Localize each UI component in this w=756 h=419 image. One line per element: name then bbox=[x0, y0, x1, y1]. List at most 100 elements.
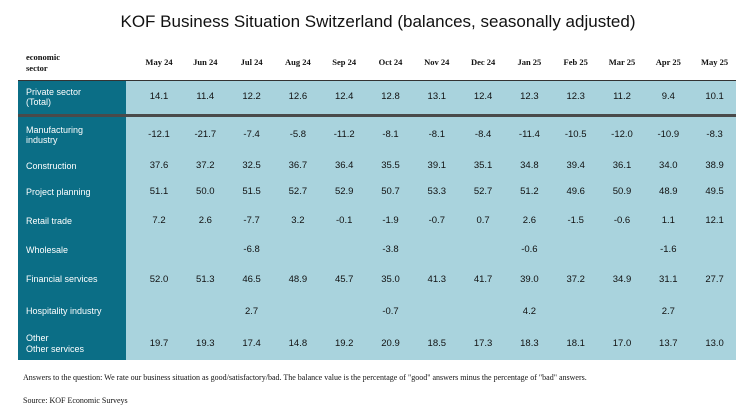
total-row-divider bbox=[18, 80, 736, 117]
table-cell: -1.9 bbox=[382, 215, 399, 226]
table-cell: 3.2 bbox=[291, 215, 305, 226]
row-label: Manufacturing industry bbox=[26, 124, 84, 146]
table-cell: 17.0 bbox=[612, 337, 632, 349]
table-cell: -11.2 bbox=[333, 129, 355, 140]
table-cell: 2.6 bbox=[198, 215, 212, 226]
table-cell: 53.3 bbox=[427, 186, 447, 197]
table-cell: 35.0 bbox=[381, 273, 400, 285]
table-cell: 17.4 bbox=[242, 337, 261, 349]
table-cell: 9.4 bbox=[661, 91, 675, 102]
table-cell: 12.4 bbox=[473, 91, 493, 102]
table-cell: 4.2 bbox=[522, 305, 536, 317]
table-cell: 52.7 bbox=[288, 186, 308, 197]
table-cell: 19.7 bbox=[149, 337, 169, 349]
table-cell: 12.6 bbox=[288, 91, 308, 102]
table-cell: 35.5 bbox=[381, 160, 400, 171]
table-cell: 41.3 bbox=[427, 273, 447, 285]
table-cell: 18.5 bbox=[427, 337, 447, 349]
table-cell: 10.1 bbox=[705, 91, 724, 102]
row-header-text: economic sector bbox=[26, 52, 60, 73]
month-header: Jun 24 bbox=[193, 57, 218, 67]
table-cell: 39.0 bbox=[520, 273, 539, 285]
table-cell: 52.0 bbox=[149, 273, 169, 285]
table-cell: 19.3 bbox=[196, 337, 215, 349]
month-header: Dec 24 bbox=[470, 57, 496, 67]
table-cell: 34.9 bbox=[612, 273, 632, 285]
table-cell: -12.0 bbox=[611, 129, 633, 140]
row-label: Project planning bbox=[26, 186, 91, 197]
table-cell: 27.7 bbox=[705, 273, 724, 285]
table-cell: -1.6 bbox=[660, 244, 677, 255]
table-cell: -6.8 bbox=[243, 244, 260, 255]
values-background bbox=[126, 42, 736, 360]
table-cell: 12.8 bbox=[381, 91, 400, 102]
table-cell: 41.7 bbox=[473, 273, 493, 285]
page-title: KOF Business Situation Switzerland (bala… bbox=[120, 12, 636, 31]
table-cell: 49.6 bbox=[566, 186, 585, 197]
table-cell: 51.1 bbox=[149, 186, 169, 197]
table-cell: -7.4 bbox=[243, 129, 260, 140]
table-cell: 49.5 bbox=[705, 186, 724, 197]
table-cell: 39.4 bbox=[566, 160, 585, 171]
table-cell: -7.7 bbox=[243, 215, 260, 226]
table-cell: 36.1 bbox=[612, 160, 632, 171]
table-cell: 18.3 bbox=[520, 337, 539, 349]
table-cell: -0.6 bbox=[613, 215, 631, 226]
table-cell: -0.7 bbox=[428, 215, 445, 226]
month-header: Apr 25 bbox=[655, 57, 681, 67]
table-cell: 50.9 bbox=[612, 186, 632, 197]
table-cell: 48.9 bbox=[659, 186, 678, 197]
table-cell: 51.2 bbox=[520, 186, 539, 197]
table-cell: 17.3 bbox=[473, 337, 493, 349]
table-cell: -8.1 bbox=[428, 129, 445, 140]
table-cell: -11.4 bbox=[518, 129, 540, 140]
month-header: Sep 24 bbox=[332, 57, 357, 67]
table-cell: 51.3 bbox=[196, 273, 215, 285]
table-cell: 37.2 bbox=[196, 160, 215, 171]
table-cell: 45.7 bbox=[334, 273, 354, 285]
table-cell: 36.4 bbox=[334, 160, 354, 171]
table-cell: -8.4 bbox=[474, 129, 492, 140]
month-header: Nov 24 bbox=[424, 57, 450, 67]
table-cell: 32.5 bbox=[242, 160, 261, 171]
table-cell: -8.3 bbox=[706, 129, 723, 140]
month-header: May 25 bbox=[701, 57, 729, 67]
table-cell: 18.1 bbox=[566, 337, 585, 349]
table-cell: 50.7 bbox=[381, 186, 400, 197]
row-label: Retail trade bbox=[26, 215, 73, 226]
table-cell: -12.1 bbox=[148, 129, 170, 140]
table-cell: 12.3 bbox=[520, 91, 539, 102]
table-cell: 2.7 bbox=[661, 305, 675, 317]
table-cell: 48.9 bbox=[288, 273, 308, 285]
row-header-label: economic sector bbox=[26, 52, 60, 74]
table-cell: 52.9 bbox=[334, 186, 354, 197]
table-cell: -21.7 bbox=[194, 129, 217, 140]
month-header: May 24 bbox=[145, 57, 173, 67]
table-cell: 2.6 bbox=[522, 215, 536, 226]
table-cell: 50.0 bbox=[196, 186, 215, 197]
table-cell: -0.7 bbox=[382, 305, 399, 317]
table-cell: -1.5 bbox=[567, 215, 584, 226]
table-cell: 37.6 bbox=[149, 160, 169, 171]
table-cell: 20.9 bbox=[381, 337, 400, 349]
table-cell: 51.5 bbox=[242, 186, 261, 197]
month-header: Feb 25 bbox=[563, 57, 588, 67]
month-header: Aug 24 bbox=[285, 57, 311, 67]
table-cell: -8.1 bbox=[382, 129, 399, 140]
table-cell: 37.2 bbox=[566, 273, 585, 285]
table-cell: 34.8 bbox=[520, 160, 539, 171]
table-cell: 35.1 bbox=[473, 160, 493, 171]
row-label: Wholesale bbox=[26, 244, 69, 255]
month-header: Mar 25 bbox=[608, 57, 636, 67]
table-cell: 12.4 bbox=[334, 91, 354, 102]
table-cell: 13.7 bbox=[659, 337, 678, 349]
table-cell: 19.2 bbox=[334, 337, 354, 349]
table-cell: -10.5 bbox=[564, 129, 587, 140]
sector-column-background bbox=[18, 42, 126, 360]
table-cell: 1.1 bbox=[661, 215, 675, 226]
table-cell: 31.1 bbox=[659, 273, 678, 285]
table-cell: 12.3 bbox=[566, 91, 585, 102]
month-header: Oct 24 bbox=[378, 57, 403, 67]
table-cell: 12.2 bbox=[242, 91, 261, 102]
row-label: Other Other services bbox=[26, 333, 85, 354]
